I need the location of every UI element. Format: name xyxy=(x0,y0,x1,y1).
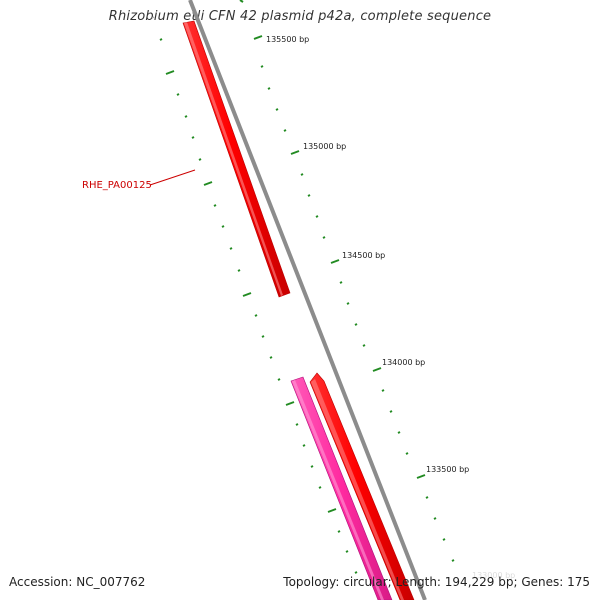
gene-red-lower[interactable] xyxy=(309,372,415,600)
outer-tick xyxy=(315,215,319,218)
inner-tick xyxy=(295,423,299,426)
inner-tick-major xyxy=(203,181,213,186)
inner-ruler xyxy=(151,16,358,574)
inner-tick xyxy=(237,269,241,272)
backbone-line xyxy=(188,0,427,600)
inner-tick xyxy=(151,16,155,19)
inner-tick xyxy=(261,335,265,338)
outer-tick xyxy=(239,0,244,3)
outer-tick xyxy=(433,517,437,520)
outer-tick xyxy=(389,410,393,413)
outer-tick xyxy=(339,281,343,284)
inner-tick xyxy=(221,225,225,228)
inner-tick xyxy=(184,115,188,118)
outer-tick xyxy=(275,108,279,111)
inner-tick-major xyxy=(327,508,337,513)
inner-tick xyxy=(302,444,306,447)
gene-rhe-pa00125-highlight xyxy=(184,22,283,296)
scale-label-133000: 133000 bp xyxy=(472,571,515,580)
scale-label-133500: 133500 bp xyxy=(426,465,469,474)
inner-tick xyxy=(277,378,281,381)
outer-tick-major xyxy=(330,259,340,264)
inner-tick xyxy=(229,247,233,250)
outer-tick-major xyxy=(416,474,426,479)
scale-label-135000: 135000 bp xyxy=(303,142,346,151)
scale-label-134000: 134000 bp xyxy=(382,358,425,367)
gene-pink-highlight xyxy=(292,380,384,600)
outer-tick xyxy=(267,87,271,90)
outer-tick xyxy=(307,194,311,197)
outer-tick xyxy=(300,173,304,176)
outer-tick xyxy=(381,389,385,392)
inner-tick xyxy=(254,314,258,317)
inner-tick xyxy=(191,136,195,139)
inner-tick xyxy=(354,571,358,574)
scale-label-134500: 134500 bp xyxy=(342,251,385,260)
outer-tick xyxy=(346,302,350,305)
outer-tick xyxy=(442,538,446,541)
inner-tick xyxy=(176,93,180,96)
scale-label-135500: 135500 bp xyxy=(266,35,309,44)
outer-tick-major xyxy=(372,367,382,372)
inner-tick xyxy=(213,204,217,207)
inner-tick xyxy=(198,158,202,161)
inner-tick xyxy=(269,356,273,359)
outer-ruler xyxy=(239,0,455,562)
inner-tick xyxy=(345,550,349,553)
outer-tick xyxy=(362,344,366,347)
accession-text: Accession: NC_007762 xyxy=(9,575,146,589)
map-title: Rhizobium etli CFN 42 plasmid p42a, comp… xyxy=(108,9,492,24)
inner-tick xyxy=(337,530,341,533)
inner-tick xyxy=(318,486,322,489)
gene-label-rhe-pa00125[interactable]: RHE_PA00125 xyxy=(82,180,152,191)
gene-callout-line xyxy=(149,169,196,186)
outer-tick xyxy=(260,65,264,68)
outer-tick xyxy=(283,129,287,132)
inner-tick-major xyxy=(242,292,252,297)
outer-tick-major xyxy=(290,150,300,155)
inner-tick-major xyxy=(285,401,295,406)
outer-tick xyxy=(451,559,455,562)
outer-tick xyxy=(405,452,409,455)
outer-tick xyxy=(397,431,401,434)
inner-tick xyxy=(159,38,163,41)
outer-tick xyxy=(354,323,358,326)
gene-red-lower-highlight xyxy=(311,379,404,600)
summary-text: Topology: circular; Length: 194,229 bp; … xyxy=(283,575,590,589)
inner-tick-major xyxy=(165,70,175,75)
inner-tick xyxy=(310,465,314,468)
outer-tick-major xyxy=(253,35,263,40)
outer-tick xyxy=(322,236,326,239)
outer-tick xyxy=(425,496,429,499)
